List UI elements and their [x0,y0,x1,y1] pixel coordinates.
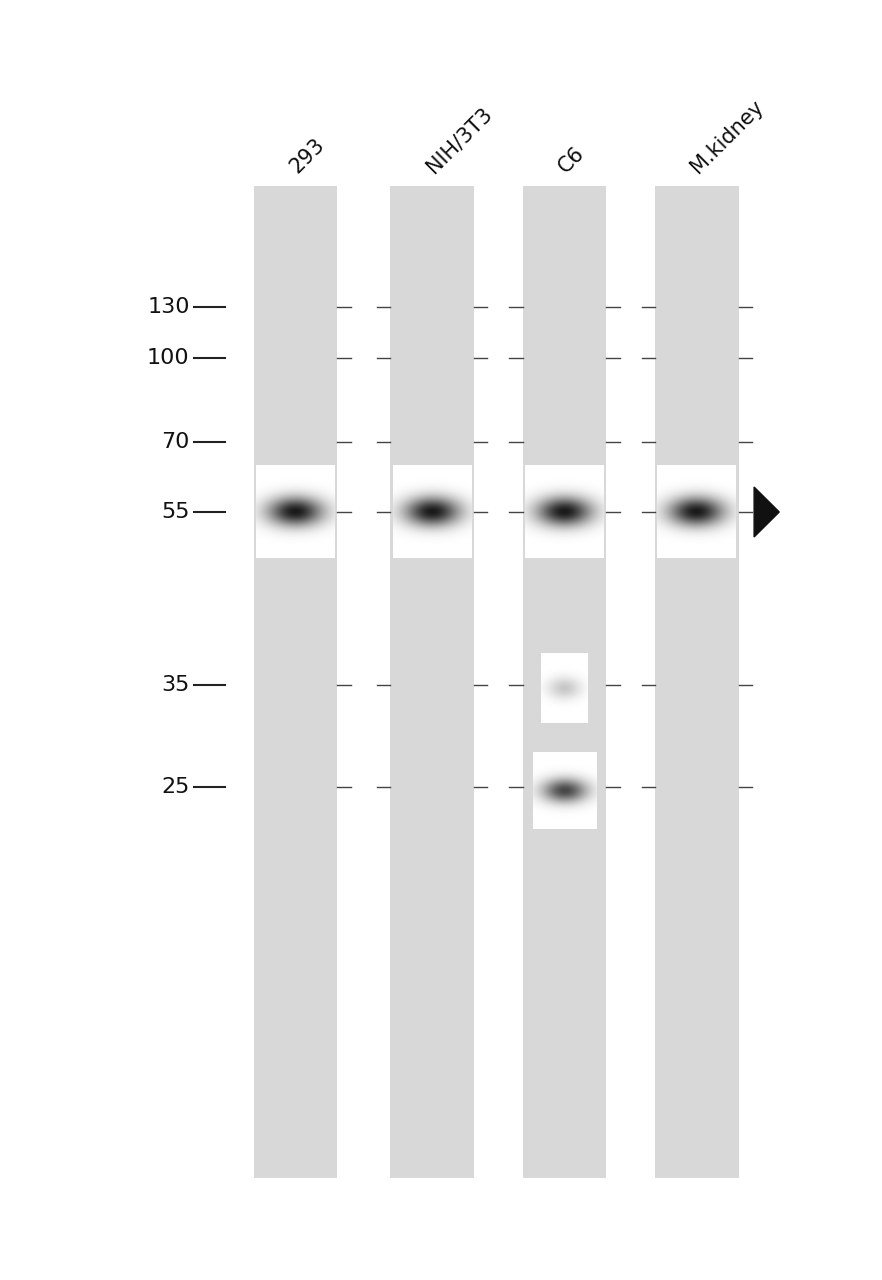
Bar [391,186,475,1178]
Text: 100: 100 [147,348,190,369]
Text: 25: 25 [161,777,190,797]
Text: 293: 293 [286,134,328,177]
Text: 55: 55 [161,502,190,522]
Bar [654,186,739,1178]
Text: 130: 130 [147,297,190,317]
Text: C6: C6 [555,143,588,177]
Text: M.kidney: M.kidney [687,96,767,177]
Text: NIH/3T3: NIH/3T3 [422,104,496,177]
Text: 70: 70 [161,431,190,452]
Bar [522,186,607,1178]
Polygon shape [754,486,780,538]
Bar [254,186,337,1178]
Text: 35: 35 [161,675,190,695]
